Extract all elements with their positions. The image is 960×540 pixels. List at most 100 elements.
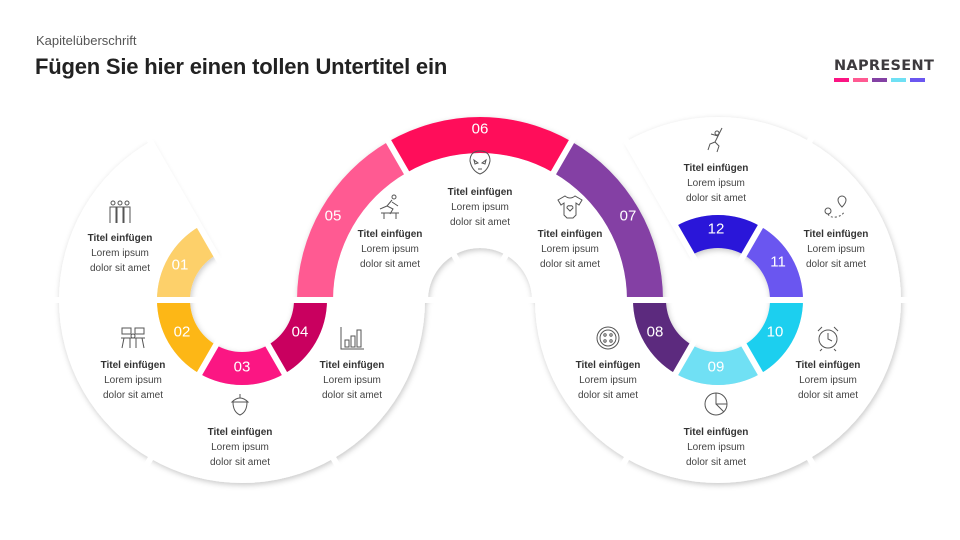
page-title: Fügen Sie hier einen tollen Untertitel e… [35,54,448,79]
segment-title: Titel einfügen [537,229,603,240]
segment-ring [675,215,761,255]
segment-title: Titel einfügen [100,360,166,371]
logo-bar [853,78,868,82]
segment-line-1: Lorem ipsum [541,244,599,255]
segment-title: Titel einfügen [357,229,423,240]
segment-gap [141,298,245,471]
segment-number: 06 [471,120,489,138]
segment-number: 07 [619,207,637,225]
segment-number: 03 [233,358,251,376]
segment-title: Titel einfügen [683,427,749,438]
segment-number: 08 [646,323,664,341]
segment-number: 01 [171,256,189,274]
people-group-icon [106,198,134,226]
segment-number: 10 [766,323,784,341]
segment-number: 12 [707,220,725,238]
logo-bar [891,78,906,82]
segment-line-2: dolor sit amet [797,390,859,401]
segment-01 [59,141,216,300]
segment-card [760,141,901,300]
segment-line-2: dolor sit amet [209,457,271,468]
segment-gap [715,298,819,471]
logo: NAPRESENT [834,58,935,82]
segment-text: Titel einfügen Lorem ipsum dolor sit amet [576,358,641,403]
segment-gap [239,298,343,471]
segment-text: Titel einfügen Lorem ipsum dolor sit amet [684,425,749,470]
segment-line-1: Lorem ipsum [579,375,637,386]
segment-line-2: dolor sit amet [685,193,747,204]
segment-ring [157,226,216,300]
map-pin-route-icon [822,193,850,221]
segment-line-1: Lorem ipsum [451,202,509,213]
segment-card [150,373,334,483]
segment-card [59,300,200,459]
segment-text: Titel einfügen Lorem ipsum dolor sit amet [796,358,861,403]
segment-title: Titel einfügen [319,360,385,371]
segment-title: Titel einfügen [207,427,273,438]
segment-gap [617,129,721,302]
segment-09 [626,345,810,483]
logo-bars [834,78,926,82]
baby-onesie-icon [556,193,584,221]
segment-gap [715,129,819,302]
segment-gap [141,129,245,302]
chapter-heading: Kapitelüberschrift [36,33,137,48]
segment-text: Titel einfügen Lorem ipsum dolor sit amet [448,185,513,230]
segment-gap [379,129,483,302]
segment-number: 02 [173,323,191,341]
segment-03 [150,345,334,483]
segment-gap [617,298,721,471]
alarm-clock-icon [814,324,842,352]
segment-line-2: dolor sit amet [102,390,164,401]
segment-line-1: Lorem ipsum [323,375,381,386]
segment-band [297,141,407,300]
segment-card [760,300,901,459]
segment-card [626,116,810,227]
pie-chart-icon [702,390,730,418]
hurdle-runner-icon [376,193,404,221]
segment-text: Titel einfügen Lorem ipsum dolor sit amet [101,358,166,403]
segment-line-1: Lorem ipsum [687,442,745,453]
segment-title: Titel einfügen [683,163,749,174]
segment-card [59,141,200,300]
segment-text: Titel einfügen Lorem ipsum dolor sit amet [684,161,749,206]
segment-card [406,152,554,255]
segment-text: Titel einfügen Lorem ipsum dolor sit amet [88,231,153,276]
segment-band [553,141,663,300]
segment-band [388,116,572,173]
segment-02 [59,300,216,459]
logo-bar [910,78,925,82]
logo-bar [872,78,887,82]
segment-line-1: Lorem ipsum [91,248,149,259]
segment-line-2: dolor sit amet [685,457,747,468]
segment-text: Titel einfügen Lorem ipsum dolor sit amet [358,227,423,272]
meeting-table-icon [119,324,147,352]
segment-ring [633,300,692,374]
segment-line-2: dolor sit amet [359,259,421,270]
segment-card [626,373,810,483]
segment-line-2: dolor sit amet [449,217,511,228]
logo-text: NAPRESENT [834,58,935,74]
segment-title: Titel einfügen [803,229,869,240]
segment-ring [157,300,216,374]
segment-title: Titel einfügen [87,233,153,244]
segment-number: 11 [770,253,786,271]
segment-card [284,300,425,459]
segment-line-2: dolor sit amet [321,390,383,401]
segment-line-1: Lorem ipsum [361,244,419,255]
segment-number: 09 [707,358,725,376]
segment-number: 04 [291,323,309,341]
alien-icon [466,148,494,176]
segment-ring [744,300,803,374]
segment-gap [477,129,581,302]
segment-04 [268,300,425,459]
segment-line-2: dolor sit amet [539,259,601,270]
segment-text: Titel einfügen Lorem ipsum dolor sit amet [538,227,603,272]
segment-ring [744,226,803,300]
segment-line-2: dolor sit amet [89,263,151,274]
segment-06 [388,116,572,255]
bar-chart-icon [338,324,366,352]
segment-title: Titel einfügen [795,360,861,371]
segment-ring [675,345,761,385]
